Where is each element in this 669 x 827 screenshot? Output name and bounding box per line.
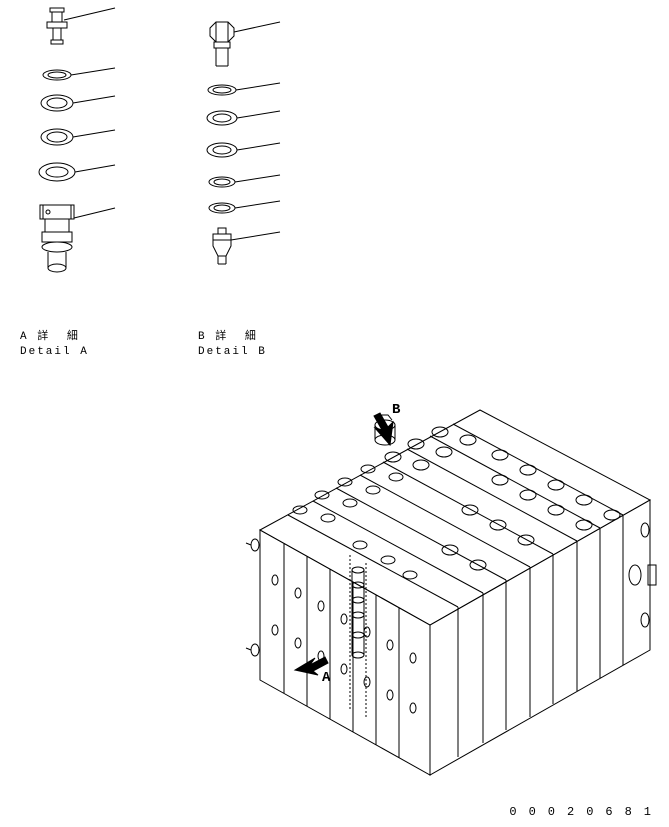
valve-body-a	[40, 205, 74, 272]
front-left-ports	[272, 575, 416, 713]
detail-a-jp-prefix: A	[20, 331, 29, 343]
hex-plug-b	[210, 22, 234, 66]
left-end-detail	[246, 539, 259, 656]
detail-a-exploded	[20, 0, 130, 280]
drawing-number: 00020681	[509, 805, 663, 819]
plug-top-a	[47, 8, 67, 44]
detail-a-label: A 詳 細 Detail A	[20, 330, 89, 361]
detail-a-jp: 詳 細	[37, 331, 84, 343]
arrow-a-label: A	[322, 670, 330, 686]
valve-block-iso	[200, 400, 665, 795]
detail-b-jp: 詳 細	[215, 331, 262, 343]
spool-a	[352, 567, 364, 658]
poppet-b	[213, 228, 231, 264]
arrow-b-label: B	[392, 402, 400, 418]
right-end-detail	[629, 523, 656, 627]
detail-b-en: Detail B	[198, 346, 267, 358]
detail-a-en: Detail A	[20, 346, 89, 358]
detail-b-label: B 詳 細 Detail B	[198, 330, 267, 361]
detail-b-jp-prefix: B	[198, 331, 207, 343]
detail-b-exploded	[185, 10, 295, 280]
